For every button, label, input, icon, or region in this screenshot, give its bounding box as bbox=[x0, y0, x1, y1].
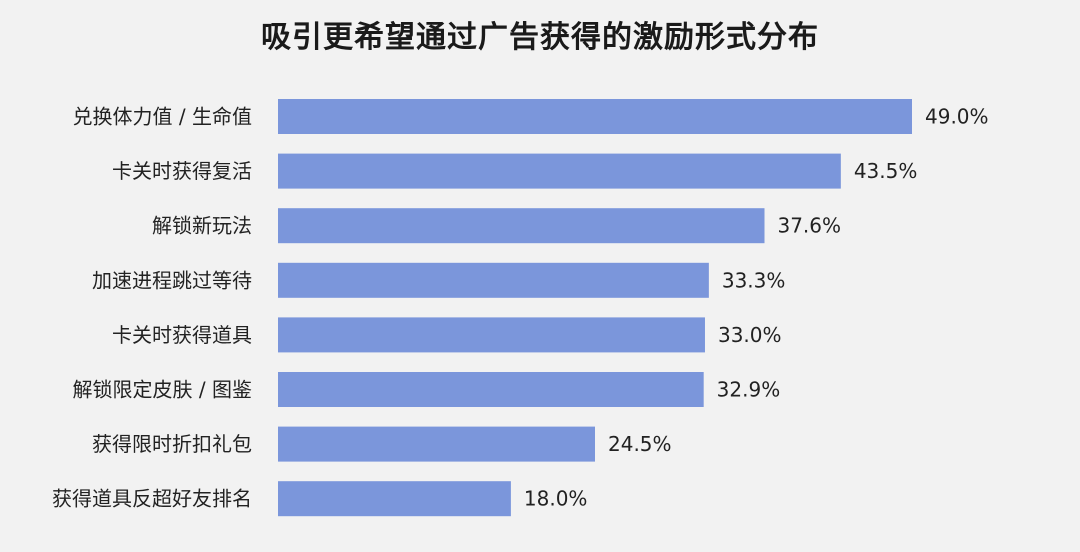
bar bbox=[278, 208, 765, 244]
category-label: 获得限时折扣礼包 bbox=[92, 432, 252, 456]
bar bbox=[278, 262, 709, 298]
value-label: 33.3% bbox=[722, 268, 786, 292]
category-label: 加速进程跳过等待 bbox=[92, 268, 252, 292]
bar bbox=[278, 372, 704, 407]
category-label: 解锁限定皮肤 / 图鉴 bbox=[73, 378, 252, 402]
category-label: 解锁新玩法 bbox=[152, 214, 252, 238]
bar bbox=[278, 481, 511, 517]
value-label: 24.5% bbox=[608, 432, 672, 456]
category-label: 卡关时获得道具 bbox=[112, 323, 252, 347]
category-label: 获得道具反超好友排名 bbox=[52, 487, 252, 511]
chart-title: 吸引更希望通过广告获得的激励形式分布 bbox=[261, 20, 819, 55]
bar bbox=[278, 99, 912, 134]
bar bbox=[278, 426, 595, 462]
bar bbox=[278, 317, 705, 353]
value-label: 33.0% bbox=[718, 323, 782, 347]
bar bbox=[278, 153, 841, 189]
category-label: 卡关时获得复活 bbox=[112, 159, 252, 183]
value-label: 37.6% bbox=[777, 214, 841, 238]
value-label: 49.0% bbox=[925, 105, 989, 129]
value-label: 43.5% bbox=[854, 159, 918, 183]
value-label: 18.0% bbox=[524, 487, 588, 511]
value-label: 32.9% bbox=[717, 378, 781, 402]
category-label: 兑换体力值 / 生命值 bbox=[73, 105, 252, 129]
